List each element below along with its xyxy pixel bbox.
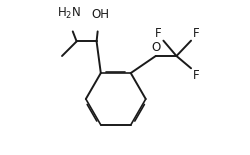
Text: H$_2$N: H$_2$N bbox=[57, 6, 81, 21]
Text: O: O bbox=[151, 41, 160, 54]
Text: F: F bbox=[155, 27, 162, 40]
Text: F: F bbox=[192, 27, 199, 40]
Text: F: F bbox=[192, 69, 199, 82]
Text: OH: OH bbox=[92, 8, 110, 21]
